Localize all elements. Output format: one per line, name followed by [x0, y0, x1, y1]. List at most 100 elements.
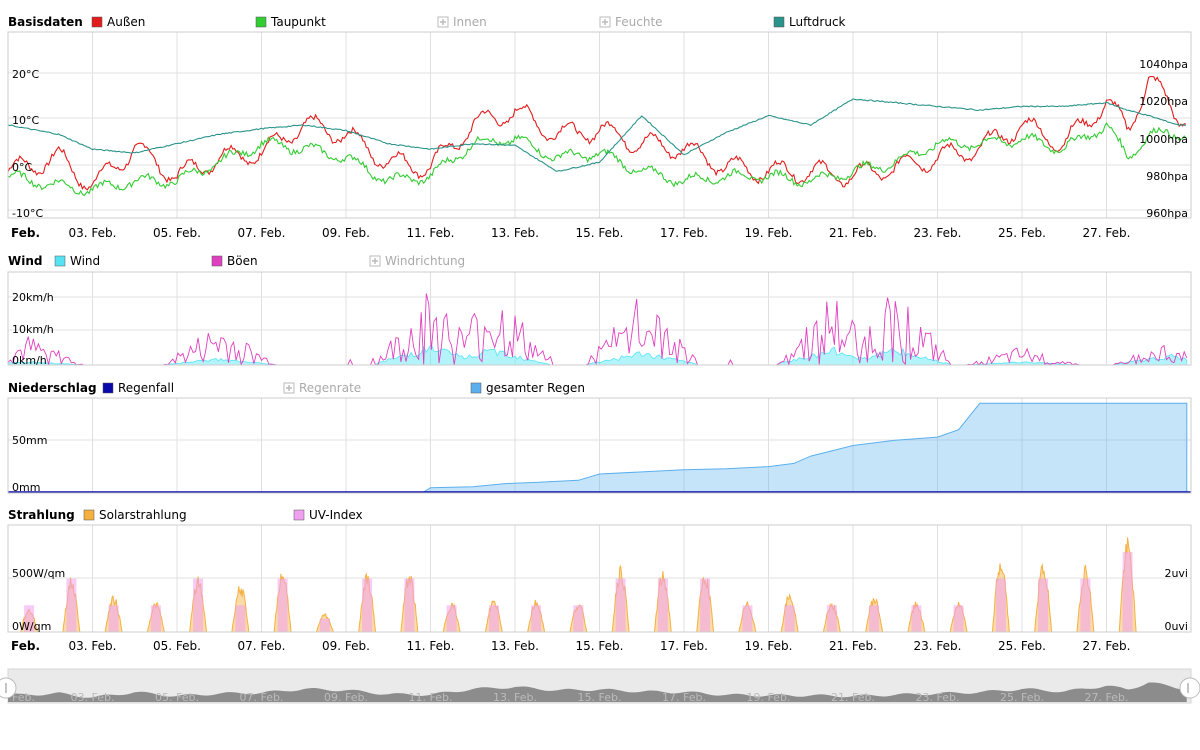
legend-label-wind: Wind — [70, 254, 100, 268]
strahlung-grid — [8, 525, 1191, 632]
x-tick-label: 11. Feb. — [407, 226, 455, 240]
uv-day-bar — [193, 578, 204, 632]
x-tick-label: 17. Feb. — [660, 639, 708, 653]
y-tick-label: 1040hpa — [1139, 58, 1188, 71]
x-tick-label: 25. Feb. — [998, 639, 1046, 653]
legend-label-aussen: Außen — [107, 15, 145, 29]
x-tick-label: 05. Feb. — [153, 639, 201, 653]
disabled-icon — [440, 19, 446, 25]
basisdaten-frame — [7, 31, 1192, 219]
navigator-tick-label: 09. Feb. — [324, 691, 368, 704]
legend-item-taupunkt[interactable]: Taupunkt — [255, 15, 326, 29]
navigator-right-handle[interactable] — [1179, 677, 1200, 699]
navigator-left-handle[interactable] — [0, 677, 17, 699]
legend-swatch-uv-index — [293, 509, 305, 521]
legend-swatch-boeen — [211, 255, 223, 267]
legend-item-windrichtung[interactable]: Windrichtung — [369, 254, 465, 268]
legend-label-gesamter-regen: gesamter Regen — [486, 381, 585, 395]
navigator-x-labels: Feb. 03. Feb. 05. Feb. 07. Feb. 09. Feb. 11. … — [12, 691, 1128, 704]
legend-item-wind[interactable]: Wind — [54, 254, 100, 268]
legend-label-innen: Innen — [453, 15, 487, 29]
y-tick-label: 10°C — [12, 114, 39, 127]
navigator[interactable]: Feb. 03. Feb. 05. Feb. 07. Feb. 09. Feb. 11. … — [0, 668, 1200, 704]
legend-item-regenfall[interactable]: Regenfall — [102, 381, 174, 395]
y-tick-label: 960hpa — [1146, 207, 1188, 220]
uv-day-bar — [446, 605, 457, 632]
x-tick-label: 07. Feb. — [238, 639, 286, 653]
legend-item-regenrate[interactable]: Regenrate — [283, 381, 361, 395]
wind-series — [7, 293, 1188, 367]
x-tick-label: 21. Feb. — [829, 226, 877, 240]
uv-day-bar — [1038, 578, 1049, 632]
navigator-tick-label: 21. Feb. — [831, 691, 875, 704]
uv-day-bar — [657, 578, 668, 632]
series-line-luftdruck — [7, 98, 1186, 172]
uv-day-bar — [319, 618, 330, 632]
wind-panel: Wind Wind Böen Windrichtung 20km/h 10km/h 0k… — [7, 254, 1192, 367]
legend-item-feuchte[interactable]: Feuchte — [599, 15, 663, 29]
navigator-tick-label: 13. Feb. — [493, 691, 537, 704]
x-tick-label: 09. Feb. — [322, 639, 370, 653]
navigator-tick-label: 23. Feb. — [916, 691, 960, 704]
x-tick-label: 23. Feb. — [914, 639, 962, 653]
legend-label-luftdruck: Luftdruck — [789, 15, 846, 29]
uv-day-bar — [108, 605, 119, 632]
legend-item-solarstrahlung[interactable]: Solarstrahlung — [83, 508, 187, 522]
uv-day-bar — [911, 605, 922, 632]
legend-item-gesamter-regen[interactable]: gesamter Regen — [470, 381, 585, 395]
legend-item-uv-index[interactable]: UV-Index — [293, 508, 363, 522]
legend-label-uv-index: UV-Index — [309, 508, 363, 522]
series-area-gesamter-regen — [8, 402, 1188, 494]
strahlung-legend[interactable]: Solarstrahlung UV-Index — [83, 508, 363, 522]
niederschlag-legend[interactable]: Regenfall Regenrate gesamter Regen — [102, 381, 585, 395]
legend-swatch-regenfall — [102, 382, 114, 394]
x-tick-label: 21. Feb. — [829, 639, 877, 653]
niederschlag-title: Niederschlag — [8, 381, 97, 395]
uv-day-bar — [531, 605, 542, 632]
basisdaten-series — [7, 75, 1187, 197]
legend-label-taupunkt: Taupunkt — [270, 15, 326, 29]
navigator-series — [8, 682, 1187, 702]
basisdaten-panel: Basisdaten Außen Taupunkt Innen Feuchte Luft… — [7, 15, 1192, 240]
x-tick-label: Feb. — [11, 226, 40, 240]
navigator-tick-label: 25. Feb. — [1000, 691, 1044, 704]
wind-title: Wind — [8, 254, 42, 268]
legend-item-aussen[interactable]: Außen — [91, 15, 145, 29]
y-tick-label: 1020hpa — [1139, 95, 1188, 108]
disabled-icon — [602, 19, 608, 25]
legend-item-boeen[interactable]: Böen — [211, 254, 258, 268]
uv-day-bar — [742, 605, 753, 632]
niederschlag-y-labels: 50mm 0mm — [12, 434, 47, 494]
strahlung-frame — [7, 524, 1192, 633]
y-tick-label: 1000hpa — [1139, 133, 1188, 146]
niederschlag-panel: Niederschlag Regenfall Regenrate gesamter … — [7, 381, 1192, 494]
uv-day-bar — [700, 578, 711, 632]
legend-item-luftdruck[interactable]: Luftdruck — [773, 15, 846, 29]
wind-legend[interactable]: Wind Böen Windrichtung — [54, 254, 465, 268]
uv-day-bar — [784, 605, 795, 632]
uv-day-bar — [995, 578, 1006, 632]
uv-day-bar — [1080, 578, 1091, 632]
legend-label-regenfall: Regenfall — [118, 381, 174, 395]
y-tick-label: 20°C — [12, 68, 39, 81]
niederschlag-frame — [7, 397, 1192, 494]
uv-day-bar — [24, 605, 35, 632]
x-tick-label: 03. Feb. — [69, 639, 117, 653]
x-tick-label: Feb. — [11, 639, 40, 653]
uv-day-bar — [235, 605, 246, 632]
legend-item-innen[interactable]: Innen — [437, 15, 487, 29]
x-tick-label: 07. Feb. — [238, 226, 286, 240]
uv-day-bar — [404, 578, 415, 632]
series-line-taupunkt — [7, 122, 1187, 197]
y-tick-label: 0mm — [12, 481, 40, 494]
navigator-tick-label: 27. Feb. — [1085, 691, 1129, 704]
basisdaten-legend[interactable]: Außen Taupunkt Innen Feuchte Luftdruck — [91, 15, 846, 29]
x-tick-label: 11. Feb. — [407, 639, 455, 653]
x-tick-label: 19. Feb. — [745, 226, 793, 240]
navigator-tick-label: 19. Feb. — [747, 691, 791, 704]
navigator-tick-label: 11. Feb. — [409, 691, 453, 704]
legend-label-boeen: Böen — [227, 254, 258, 268]
uv-day-bar — [615, 578, 626, 632]
x-tick-label: 23. Feb. — [914, 226, 962, 240]
